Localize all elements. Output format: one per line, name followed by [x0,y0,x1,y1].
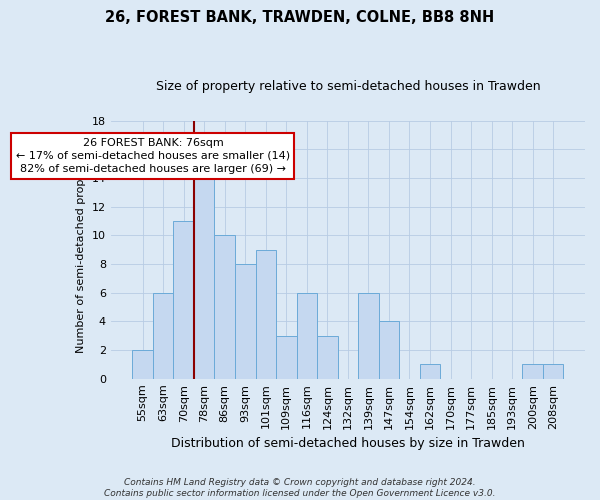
Bar [420,364,440,379]
Bar [523,364,543,379]
Bar [256,250,276,379]
Bar [276,336,296,379]
X-axis label: Distribution of semi-detached houses by size in Trawden: Distribution of semi-detached houses by … [171,437,525,450]
Title: Size of property relative to semi-detached houses in Trawden: Size of property relative to semi-detach… [155,80,540,93]
Bar [317,336,338,379]
Bar [358,292,379,379]
Y-axis label: Number of semi-detached properties: Number of semi-detached properties [76,146,86,352]
Text: 26, FOREST BANK, TRAWDEN, COLNE, BB8 8NH: 26, FOREST BANK, TRAWDEN, COLNE, BB8 8NH [106,10,494,25]
Bar [379,322,399,379]
Bar [194,164,214,379]
Text: 26 FOREST BANK: 76sqm
← 17% of semi-detached houses are smaller (14)
82% of semi: 26 FOREST BANK: 76sqm ← 17% of semi-deta… [16,138,290,174]
Text: Contains HM Land Registry data © Crown copyright and database right 2024.
Contai: Contains HM Land Registry data © Crown c… [104,478,496,498]
Bar [543,364,563,379]
Bar [133,350,153,379]
Bar [214,236,235,379]
Bar [296,292,317,379]
Bar [235,264,256,379]
Bar [153,292,173,379]
Bar [173,221,194,379]
